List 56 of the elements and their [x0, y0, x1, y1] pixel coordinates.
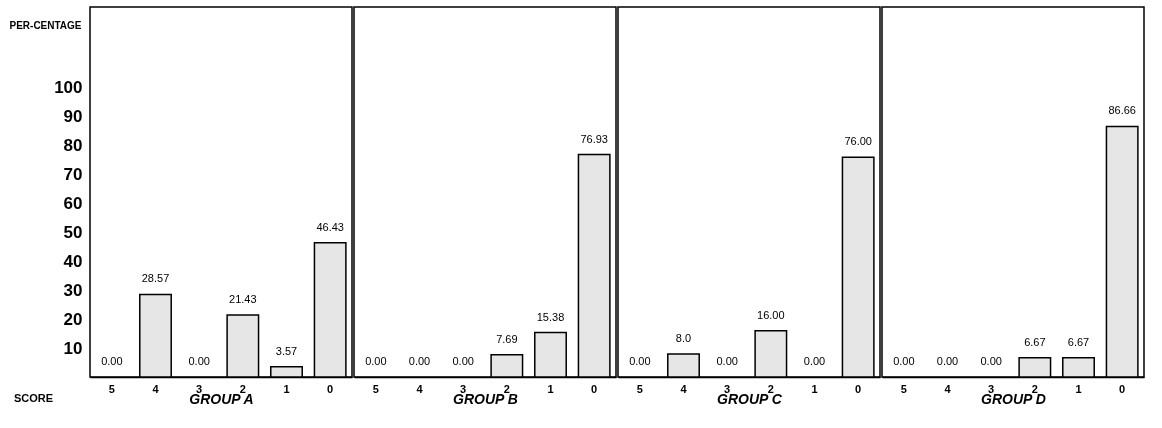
x-tick-label: 0 — [591, 382, 598, 395]
data-label: 0.00 — [803, 355, 826, 367]
y-tick-label: 60 — [63, 194, 83, 214]
x-tick-label: 1 — [1075, 382, 1082, 395]
x-tick-label: 0 — [1119, 382, 1126, 395]
data-label: 7.69 — [496, 332, 518, 345]
data-label: 21.43 — [229, 293, 257, 306]
x-tick-label: 3 — [988, 382, 995, 395]
x-tick-label: 0 — [855, 382, 862, 395]
x-tick-label: 4 — [152, 382, 160, 395]
x-tick-label: 5 — [900, 382, 907, 395]
x-tick-label: 0 — [327, 382, 334, 395]
data-label: 0.00 — [365, 355, 387, 367]
x-tick-label: 3 — [196, 382, 203, 395]
x-tick-label: 5 — [108, 382, 115, 395]
data-label: 16.00 — [757, 308, 785, 321]
data-label: 0.00 — [980, 355, 1002, 367]
data-label: 0.00 — [101, 355, 123, 367]
y-tick-label: 20 — [63, 309, 83, 329]
x-tick-label: 4 — [416, 382, 424, 395]
y-tick-label: 50 — [63, 222, 83, 242]
data-label: 6.67 — [1024, 335, 1046, 348]
data-label: 0.00 — [188, 355, 210, 367]
x-tick-label: 3 — [724, 382, 731, 395]
y-tick-label: 10 — [63, 338, 83, 358]
data-label: 0.00 — [408, 355, 431, 367]
data-label: 6.67 — [1067, 335, 1090, 348]
x-tick-label: 1 — [547, 382, 554, 395]
data-label: 86.66 — [1108, 104, 1136, 117]
data-label: 76.93 — [580, 132, 608, 145]
y-tick-label: 40 — [63, 251, 83, 271]
data-label: 8.0 — [675, 331, 692, 344]
x-tick-label: 5 — [372, 382, 379, 395]
data-label: 0.00 — [716, 355, 738, 367]
text: SCORE — [14, 392, 54, 404]
x-tick-label: 3 — [460, 382, 467, 395]
data-label: 3.57 — [275, 344, 298, 357]
y-tick-label: 90 — [63, 107, 83, 127]
y-tick-label: 100 — [54, 78, 83, 98]
data-label: 15.38 — [536, 310, 565, 323]
data-label: 46.43 — [316, 220, 344, 233]
data-label: 76.00 — [844, 135, 872, 148]
data-label: 0.00 — [893, 355, 915, 367]
y-axis-title: PER-CENTAGE — [9, 19, 82, 31]
data-label: 0.00 — [629, 355, 651, 367]
x-tick-label: 1 — [811, 382, 818, 395]
x-tick-label: 1 — [283, 382, 290, 395]
y-tick-label: 70 — [63, 165, 83, 185]
x-tick-label: 4 — [680, 382, 688, 395]
y-tick-label: 80 — [63, 136, 83, 156]
data-label: 0.00 — [936, 355, 959, 367]
x-tick-label: 4 — [944, 382, 952, 395]
x-tick-label: 5 — [636, 382, 643, 395]
y-tick-label: 30 — [63, 280, 83, 300]
data-label: 28.57 — [141, 272, 170, 285]
data-label: 0.00 — [452, 355, 474, 367]
